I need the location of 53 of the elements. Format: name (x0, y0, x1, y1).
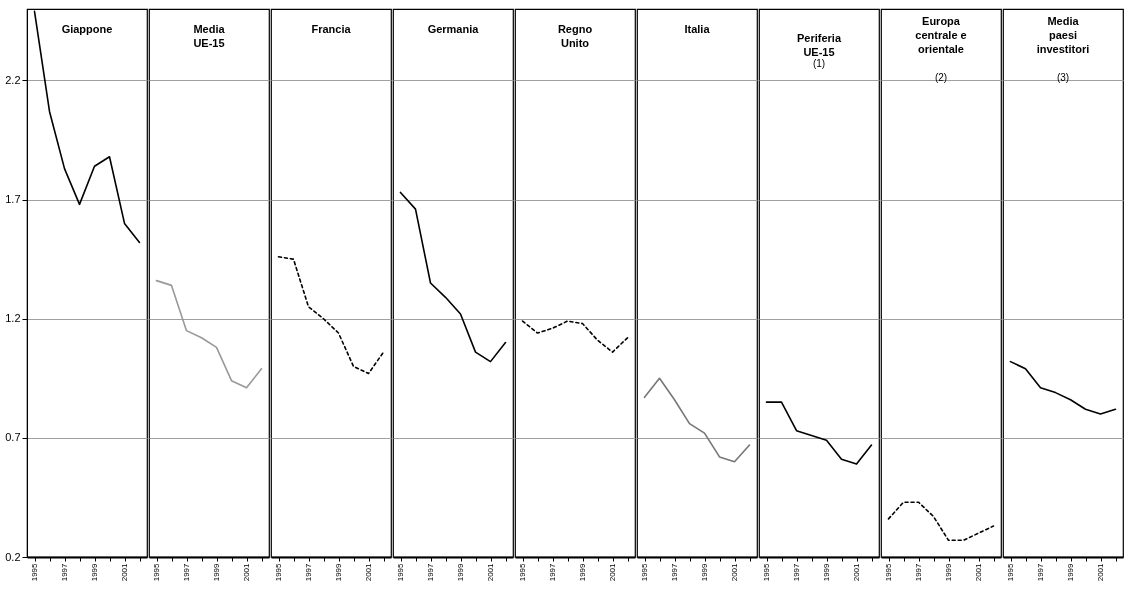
x-tick-label: 2001 (1096, 562, 1105, 582)
x-tick-label: 1999 (1066, 562, 1075, 582)
x-tick-label: 1997 (426, 562, 435, 582)
x-tick-label: 1995 (274, 562, 283, 582)
x-tick-label: 2001 (120, 562, 129, 582)
x-tick-label: 1999 (944, 562, 953, 582)
x-tick-label: 2001 (974, 562, 983, 582)
text: (3) (1056, 72, 1070, 83)
y-tick-label: 1.2 (5, 312, 21, 325)
x-tick-label: 1999 (334, 562, 343, 582)
x-tick-label: 1997 (304, 562, 313, 582)
x-tick-label: 1997 (1036, 562, 1045, 582)
x-tick-label: 1999 (700, 562, 709, 582)
text: Regno Unito (557, 23, 593, 49)
y-tick-label: 0.7 (5, 431, 21, 444)
text: Media paesi investitori (1036, 15, 1090, 55)
text: (1) (812, 58, 826, 69)
x-tick-label: 2001 (364, 562, 373, 582)
text: Media UE-15 (193, 23, 226, 49)
x-tick-label: 1997 (670, 562, 679, 582)
text: Francia (311, 23, 352, 35)
x-tick-label: 1999 (578, 562, 587, 582)
y-tick-label: 0.2 (5, 550, 21, 563)
x-tick-label: 1995 (640, 562, 649, 582)
y-tick-label: 2.2 (5, 73, 21, 86)
x-tick-label: 2001 (242, 562, 251, 582)
text: Giappone (61, 23, 113, 35)
x-tick-label: 1995 (30, 562, 39, 582)
x-tick-label: 2001 (486, 562, 495, 582)
x-tick-label: 2001 (608, 562, 617, 582)
x-tick-label: 1997 (914, 562, 923, 582)
text: Italia (684, 23, 711, 35)
text: Europa centrale e orientale (915, 15, 967, 55)
x-tick-label: 2001 (730, 562, 739, 582)
x-tick-label: 2001 (852, 562, 861, 582)
text: Germania (427, 23, 480, 35)
x-tick-label: 1999 (822, 562, 831, 582)
x-tick-label: 1995 (396, 562, 405, 582)
text: (2) (934, 72, 948, 83)
text: Periferia UE-15 (796, 32, 842, 58)
x-tick-label: 1995 (884, 562, 893, 582)
x-tick-label: 1999 (456, 562, 465, 582)
x-tick-label: 1999 (212, 562, 221, 582)
x-tick-label: 1997 (792, 562, 801, 582)
x-tick-label: 1999 (90, 562, 99, 582)
x-tick-label: 1997 (60, 562, 69, 582)
x-tick-label: 1997 (548, 562, 557, 582)
x-tick-label: 1995 (518, 562, 527, 582)
y-tick-label: 1.7 (5, 193, 21, 206)
x-tick-label: 1995 (1006, 562, 1015, 582)
x-tick-label: 1995 (762, 562, 771, 582)
x-tick-label: 1995 (152, 562, 161, 582)
x-tick-label: 1997 (182, 562, 191, 582)
